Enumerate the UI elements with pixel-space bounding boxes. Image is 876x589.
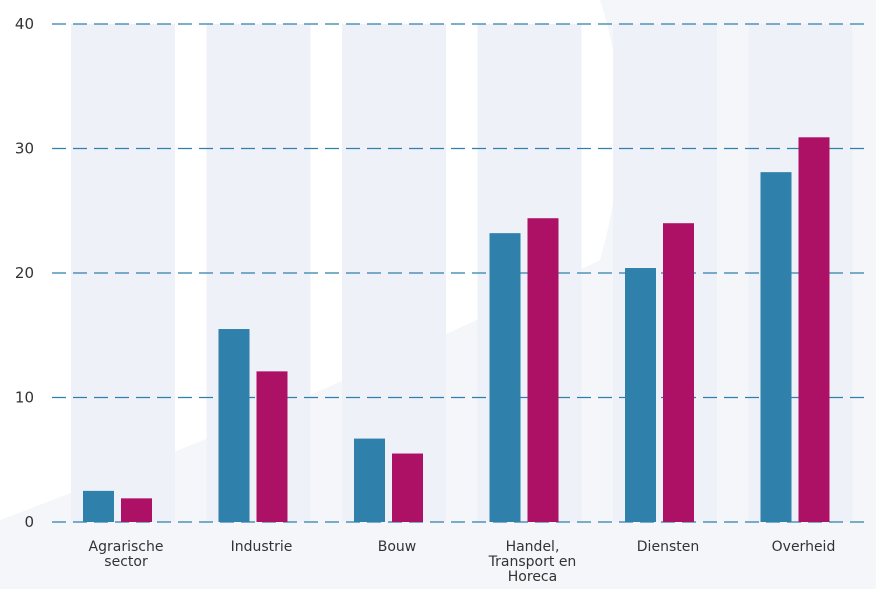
bar bbox=[527, 218, 559, 522]
x-category-label: Transport en bbox=[488, 554, 577, 570]
y-axis-ticks: 0 10 20 30 40 bbox=[15, 15, 34, 531]
bar bbox=[798, 137, 830, 523]
bar bbox=[625, 268, 656, 522]
bar bbox=[354, 438, 385, 522]
bar bbox=[489, 233, 521, 522]
x-category-label: Horeca bbox=[508, 569, 557, 585]
y-tick-label: 10 bbox=[15, 389, 34, 407]
x-category-label: Handel, bbox=[506, 539, 560, 555]
y-tick-label: 30 bbox=[15, 140, 34, 158]
bar bbox=[83, 490, 114, 522]
bar bbox=[392, 453, 423, 522]
bars bbox=[83, 137, 830, 523]
gridlines bbox=[52, 23, 866, 523]
x-category-label: Overheid bbox=[772, 539, 836, 555]
bar bbox=[256, 371, 288, 522]
bar bbox=[121, 498, 152, 522]
bar bbox=[663, 223, 694, 522]
y-tick-label: 20 bbox=[15, 264, 34, 282]
x-category-label: sector bbox=[104, 554, 148, 570]
x-category-label: Industrie bbox=[231, 539, 293, 555]
y-tick-label: 0 bbox=[24, 513, 34, 531]
y-tick-label: 40 bbox=[15, 15, 34, 33]
x-category-label: Agrarische bbox=[89, 539, 164, 555]
x-category-label: Bouw bbox=[378, 539, 417, 555]
x-category-label: Diensten bbox=[637, 539, 699, 555]
bar bbox=[218, 329, 250, 522]
bar bbox=[760, 172, 792, 522]
